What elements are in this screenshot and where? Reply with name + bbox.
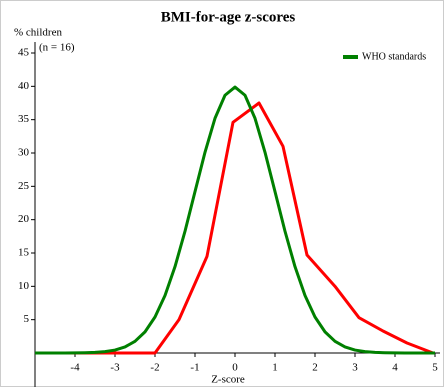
- x-tick-label: -1: [190, 362, 199, 374]
- y-tick-label: 25: [18, 180, 30, 192]
- chart-title: BMI-for-age z-scores: [161, 9, 296, 25]
- x-tick-label: 0: [232, 362, 238, 374]
- y-tick-label: 35: [18, 113, 30, 125]
- annotation: (n = 16): [39, 42, 75, 54]
- y-tick-label: 30: [18, 147, 30, 159]
- x-tick-label: 4: [392, 362, 398, 374]
- y-tick-label: 20: [18, 213, 30, 225]
- x-tick-label: -4: [70, 362, 80, 374]
- x-tick-label: 1: [272, 362, 278, 374]
- y-tick-label: 5: [24, 313, 30, 325]
- x-axis-label: Z-score: [211, 374, 245, 386]
- y-tick-label: 40: [18, 80, 30, 92]
- y-axis-label: % children: [14, 27, 62, 39]
- x-tick-label: -2: [150, 362, 159, 374]
- y-tick-label: 10: [18, 280, 30, 292]
- x-tick-label: 3: [352, 362, 358, 374]
- y-tick-label: 45: [18, 47, 30, 59]
- data-line: [35, 101, 434, 355]
- x-tick-label: -3: [110, 362, 120, 374]
- y-tick-label: 15: [18, 247, 30, 259]
- x-tick-label: 5: [432, 362, 438, 374]
- x-tick-label: 2: [312, 362, 318, 374]
- data-line: [35, 85, 435, 355]
- legend-label: WHO standards: [362, 51, 426, 62]
